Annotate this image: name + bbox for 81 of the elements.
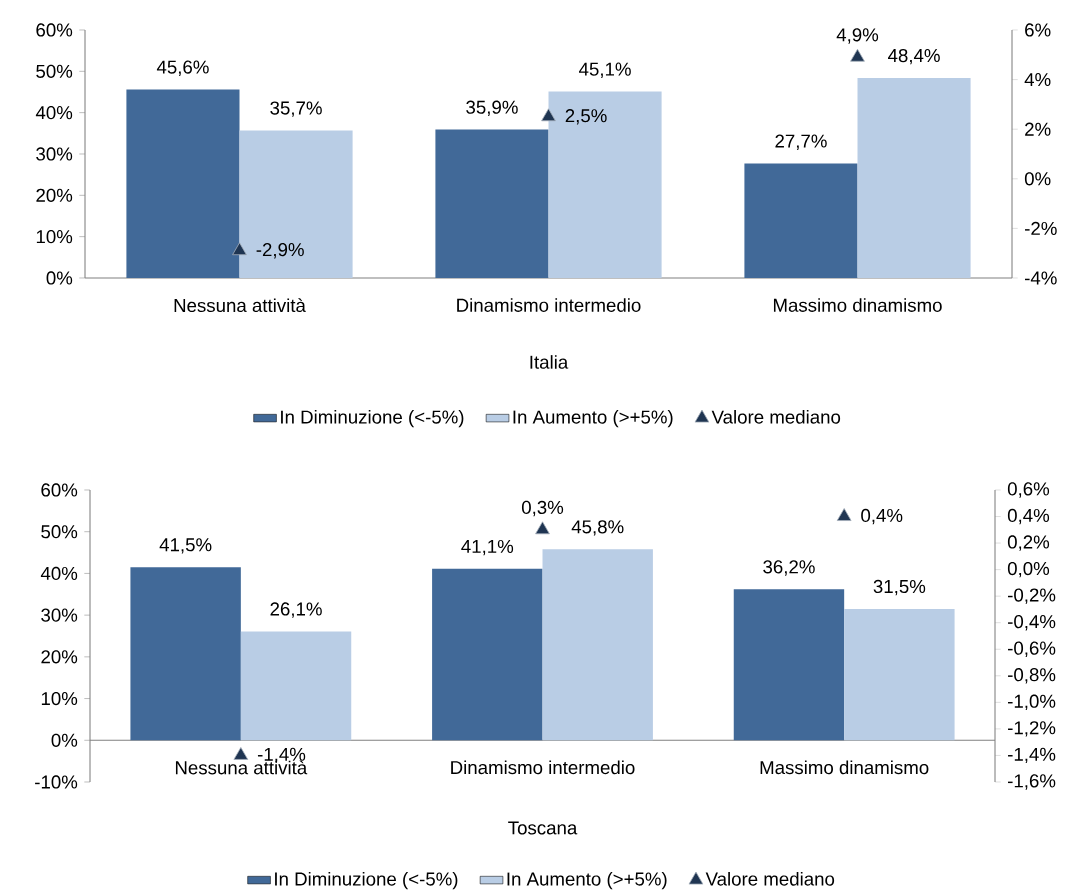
y2-tick-label: -4%	[1025, 271, 1057, 285]
legend-label: Valore mediano	[705, 871, 835, 886]
y2-tick-label: -0,6%	[1008, 641, 1056, 657]
y2-tick-label: 0,4%	[1007, 508, 1050, 525]
data-label: 48,4%	[888, 48, 940, 65]
point	[836, 508, 852, 521]
y-tick-label: 30%	[41, 608, 78, 622]
data-label: -2,9%	[256, 242, 304, 259]
y2-tick-label: -2%	[1025, 221, 1057, 235]
legend-label: In Diminuzione (<-5%)	[281, 409, 464, 428]
data-label: 36,2%	[763, 560, 815, 576]
y2-tick-label: 6%	[1025, 23, 1051, 37]
data-label: 2,5%	[565, 109, 607, 125]
point	[850, 48, 865, 62]
data-label: 45,6%	[156, 60, 209, 76]
x-tick-label: Massimo dinamismo	[760, 760, 929, 775]
y-tick-label: 60%	[36, 23, 73, 37]
y-tick-label: 10%	[36, 230, 73, 244]
bar	[126, 89, 240, 278]
legend-label: Valore mediano	[711, 409, 841, 424]
data-label: 41,5%	[159, 538, 212, 554]
point	[232, 242, 247, 256]
bar	[857, 77, 971, 278]
y2-tick-label: -1,6%	[1008, 774, 1056, 790]
point	[535, 521, 550, 535]
y-tick-label: 40%	[35, 106, 73, 120]
data-label: 41,1%	[461, 539, 514, 556]
x-axis-title: Italia	[530, 355, 569, 369]
y-tick-label: 20%	[41, 650, 78, 664]
x-tick-label: Dinamismo intermedio	[451, 760, 635, 775]
data-label: 35,9%	[466, 100, 518, 116]
y2-tick-label: -0,8%	[1008, 668, 1056, 684]
data-label: 4,9%	[836, 28, 879, 44]
x-axis-title: Toscana	[508, 821, 578, 835]
x-tick-label: Dinamismo intermedio	[457, 298, 641, 312]
bar	[733, 589, 845, 741]
data-label: 31,5%	[873, 579, 926, 596]
y-tick-label: 0%	[51, 733, 78, 747]
bar	[548, 91, 662, 278]
y-tick-label: 60%	[41, 483, 78, 497]
bar	[130, 567, 241, 741]
y2-tick-label: 4%	[1024, 73, 1051, 87]
y-tick-label: 30%	[36, 147, 73, 161]
y-tick-label: 50%	[41, 525, 78, 539]
x-tick-label: Massimo dinamismo	[773, 298, 942, 312]
y-tick-label: 0%	[46, 271, 73, 285]
y2-tick-label: 2%	[1025, 122, 1051, 136]
data-label: 0,4%	[861, 508, 903, 525]
point	[541, 108, 556, 122]
y-tick-label: 40%	[40, 566, 78, 581]
y2-tick-label: 0,0%	[1007, 561, 1050, 578]
legend-label: In Aumento (>+5%)	[513, 409, 673, 428]
y-tick-label: -10%	[35, 775, 78, 789]
bar	[844, 608, 955, 741]
bar	[542, 549, 653, 741]
y2-tick-label: 0,6%	[1007, 482, 1050, 498]
bar	[239, 130, 353, 278]
data-label: 27,7%	[775, 134, 827, 150]
bar	[240, 631, 352, 741]
y2-tick-label: 0,2%	[1007, 535, 1050, 551]
y2-tick-label: 0%	[1024, 172, 1051, 186]
data-label: 35,7%	[270, 101, 322, 117]
legend-label: In Diminuzione (<-5%)	[275, 871, 458, 890]
data-label: 45,8%	[571, 520, 624, 536]
y2-tick-label: -1,2%	[1008, 721, 1056, 737]
y2-tick-label: -1,0%	[1008, 694, 1056, 711]
data-label: 26,1%	[270, 602, 322, 618]
legend-label: In Aumento (>+5%)	[507, 871, 667, 890]
y2-tick-label: -0,2%	[1008, 588, 1056, 604]
y-tick-label: 50%	[36, 64, 73, 78]
y-tick-label: 20%	[36, 188, 73, 202]
bar	[432, 568, 543, 741]
data-label: 45,1%	[579, 62, 631, 78]
data-label: 0,3%	[521, 500, 564, 517]
bar	[435, 129, 549, 278]
bar	[744, 163, 858, 278]
x-tick-label: Nessuna attività	[174, 298, 306, 313]
point	[233, 747, 249, 760]
y2-tick-label: -0,4%	[1008, 614, 1056, 631]
y2-tick-label: -1,4%	[1008, 747, 1056, 764]
y-tick-label: 10%	[41, 691, 78, 706]
